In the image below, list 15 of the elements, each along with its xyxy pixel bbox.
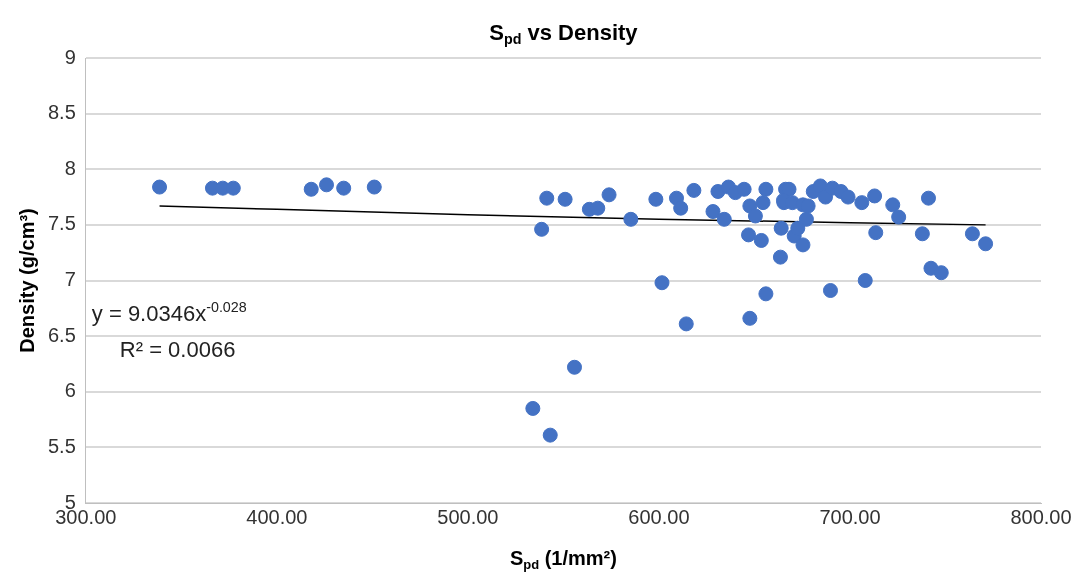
y-tick-label: 7.5	[47, 212, 76, 235]
y-tick-label: 6.5	[47, 323, 76, 346]
y-tick-label: 8	[64, 156, 76, 179]
x-tick-label: 600.00	[628, 505, 690, 528]
y-tick-label: 5.5	[47, 434, 76, 457]
y-tick-label: 7	[64, 268, 76, 291]
y-tick-label: 6	[64, 379, 76, 402]
x-tick-label: 400.00	[246, 505, 308, 528]
y-axis-title: Density (g/cm³)	[16, 208, 38, 353]
x-tick-label: 800.00	[1010, 505, 1072, 528]
annotation: R² = 0.0066	[119, 336, 236, 362]
x-tick-label: 700.00	[819, 505, 881, 528]
y-tick-label: 8.5	[47, 101, 76, 124]
x-tick-label: 500.00	[437, 505, 499, 528]
y-tick-label: 9	[64, 45, 76, 68]
